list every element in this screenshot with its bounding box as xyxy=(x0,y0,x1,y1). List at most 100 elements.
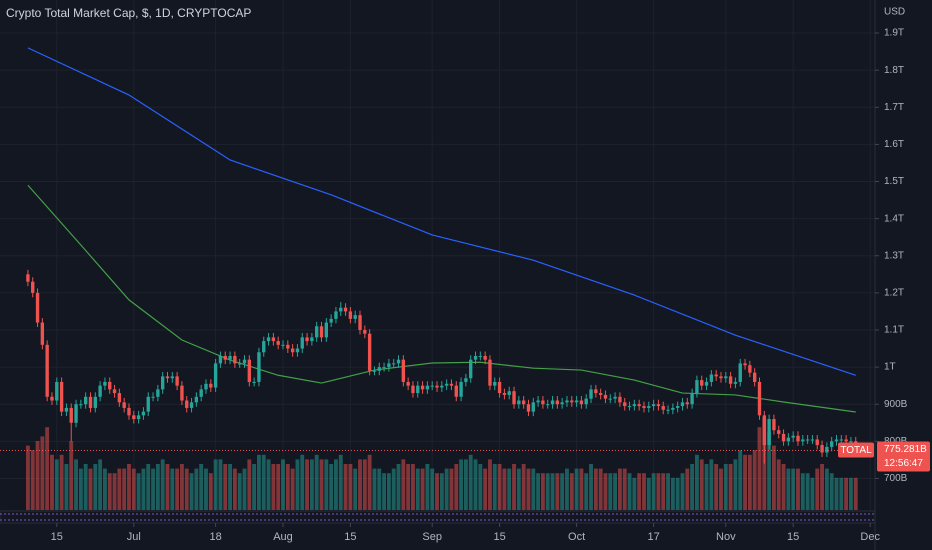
volume-bar xyxy=(314,454,319,510)
last-price-badge xyxy=(877,441,930,472)
candle-body xyxy=(478,355,483,357)
volume-bar xyxy=(492,464,497,510)
candle-body xyxy=(180,385,184,401)
volume-bar xyxy=(719,468,723,510)
volume-pane xyxy=(25,418,858,510)
candle-body xyxy=(319,326,324,338)
candle-body xyxy=(315,326,319,338)
volume-bar xyxy=(69,441,74,510)
volume-bar xyxy=(536,473,541,510)
candle-body xyxy=(45,344,49,397)
volume-bar xyxy=(213,459,218,510)
volume-bar xyxy=(406,464,411,510)
candle-body xyxy=(132,415,136,420)
candle-body xyxy=(74,404,78,423)
candle-body xyxy=(127,407,131,416)
volume-bar xyxy=(237,473,242,510)
volume-bar xyxy=(608,473,613,510)
candle-body xyxy=(786,437,791,442)
volume-bar xyxy=(401,459,406,510)
volume-bar xyxy=(810,477,815,510)
volume-bar xyxy=(160,459,165,510)
volume-bar xyxy=(463,459,468,510)
volume-bar xyxy=(516,468,521,510)
candle-body xyxy=(517,400,521,405)
volume-bar xyxy=(834,477,839,510)
y-tick-label: 1.9T xyxy=(884,28,904,39)
candle-body xyxy=(834,439,839,442)
candle-body xyxy=(454,385,458,397)
candle-body xyxy=(103,381,107,386)
candle-body xyxy=(69,407,73,423)
volume-bar xyxy=(589,464,593,510)
candle-body xyxy=(271,337,276,342)
volume-bar xyxy=(131,468,136,510)
candle-body xyxy=(550,400,555,405)
candle-body xyxy=(266,337,271,342)
candle-body xyxy=(728,376,733,384)
candles xyxy=(26,269,858,464)
candle-body xyxy=(430,385,434,387)
volume-bar xyxy=(800,473,805,510)
volume-bar xyxy=(377,468,382,510)
candle-body xyxy=(98,385,102,397)
volume-bar xyxy=(165,464,170,510)
volume-bar xyxy=(449,468,454,510)
candle-body xyxy=(382,367,386,369)
volume-bar xyxy=(444,468,449,510)
candle-body xyxy=(507,391,511,395)
volume-bar xyxy=(622,468,627,510)
volume-bar xyxy=(699,459,704,510)
candle-body xyxy=(444,383,449,386)
volume-bar xyxy=(367,454,372,510)
candle-body xyxy=(531,402,535,412)
candle-body xyxy=(757,381,762,416)
candle-body xyxy=(632,404,637,407)
volume-bar xyxy=(767,431,772,510)
volume-bar xyxy=(228,464,232,510)
candle-body xyxy=(112,389,117,394)
candle-body xyxy=(801,439,805,442)
candle-body xyxy=(459,381,463,397)
candle-body xyxy=(738,363,742,382)
volume-bar xyxy=(30,450,35,510)
volume-bar xyxy=(107,473,112,510)
candle-body xyxy=(777,430,781,434)
volume-bar xyxy=(93,464,98,510)
volume-bar xyxy=(666,473,670,510)
candle-body xyxy=(218,355,223,364)
volume-bar xyxy=(88,468,93,510)
volume-bar xyxy=(54,459,59,510)
chart-title: Crypto Total Market Cap, $, 1D, CRYPTOCA… xyxy=(6,6,251,20)
volume-bar xyxy=(189,473,194,510)
volume-bar xyxy=(714,464,719,510)
volume-bar xyxy=(50,454,54,510)
y-tick-label: 1.3T xyxy=(884,250,904,261)
candle-body xyxy=(136,415,141,420)
volume-bar xyxy=(483,468,488,510)
candle-body xyxy=(55,381,59,401)
volume-bar xyxy=(853,477,858,510)
candle-body xyxy=(406,381,410,386)
candle-body xyxy=(671,407,675,410)
volume-bar xyxy=(175,468,180,510)
volume-bar xyxy=(338,454,343,510)
volume-bar xyxy=(704,464,709,510)
candle-body xyxy=(598,393,603,395)
volume-bar xyxy=(772,445,776,510)
volume-bar xyxy=(329,464,334,510)
volume-bar xyxy=(670,477,675,510)
candle-body xyxy=(160,376,165,390)
volume-bar xyxy=(64,464,69,510)
candle-body xyxy=(565,400,569,403)
volume-bar xyxy=(300,454,305,510)
volume-bar xyxy=(232,468,237,510)
volume-bar xyxy=(223,464,228,510)
volume-bar xyxy=(281,459,285,510)
y-tick-label: 1T xyxy=(884,362,896,373)
candle-body xyxy=(339,307,343,312)
candle-body xyxy=(329,318,333,323)
volume-bar xyxy=(637,473,642,510)
volume-bar xyxy=(74,459,78,510)
